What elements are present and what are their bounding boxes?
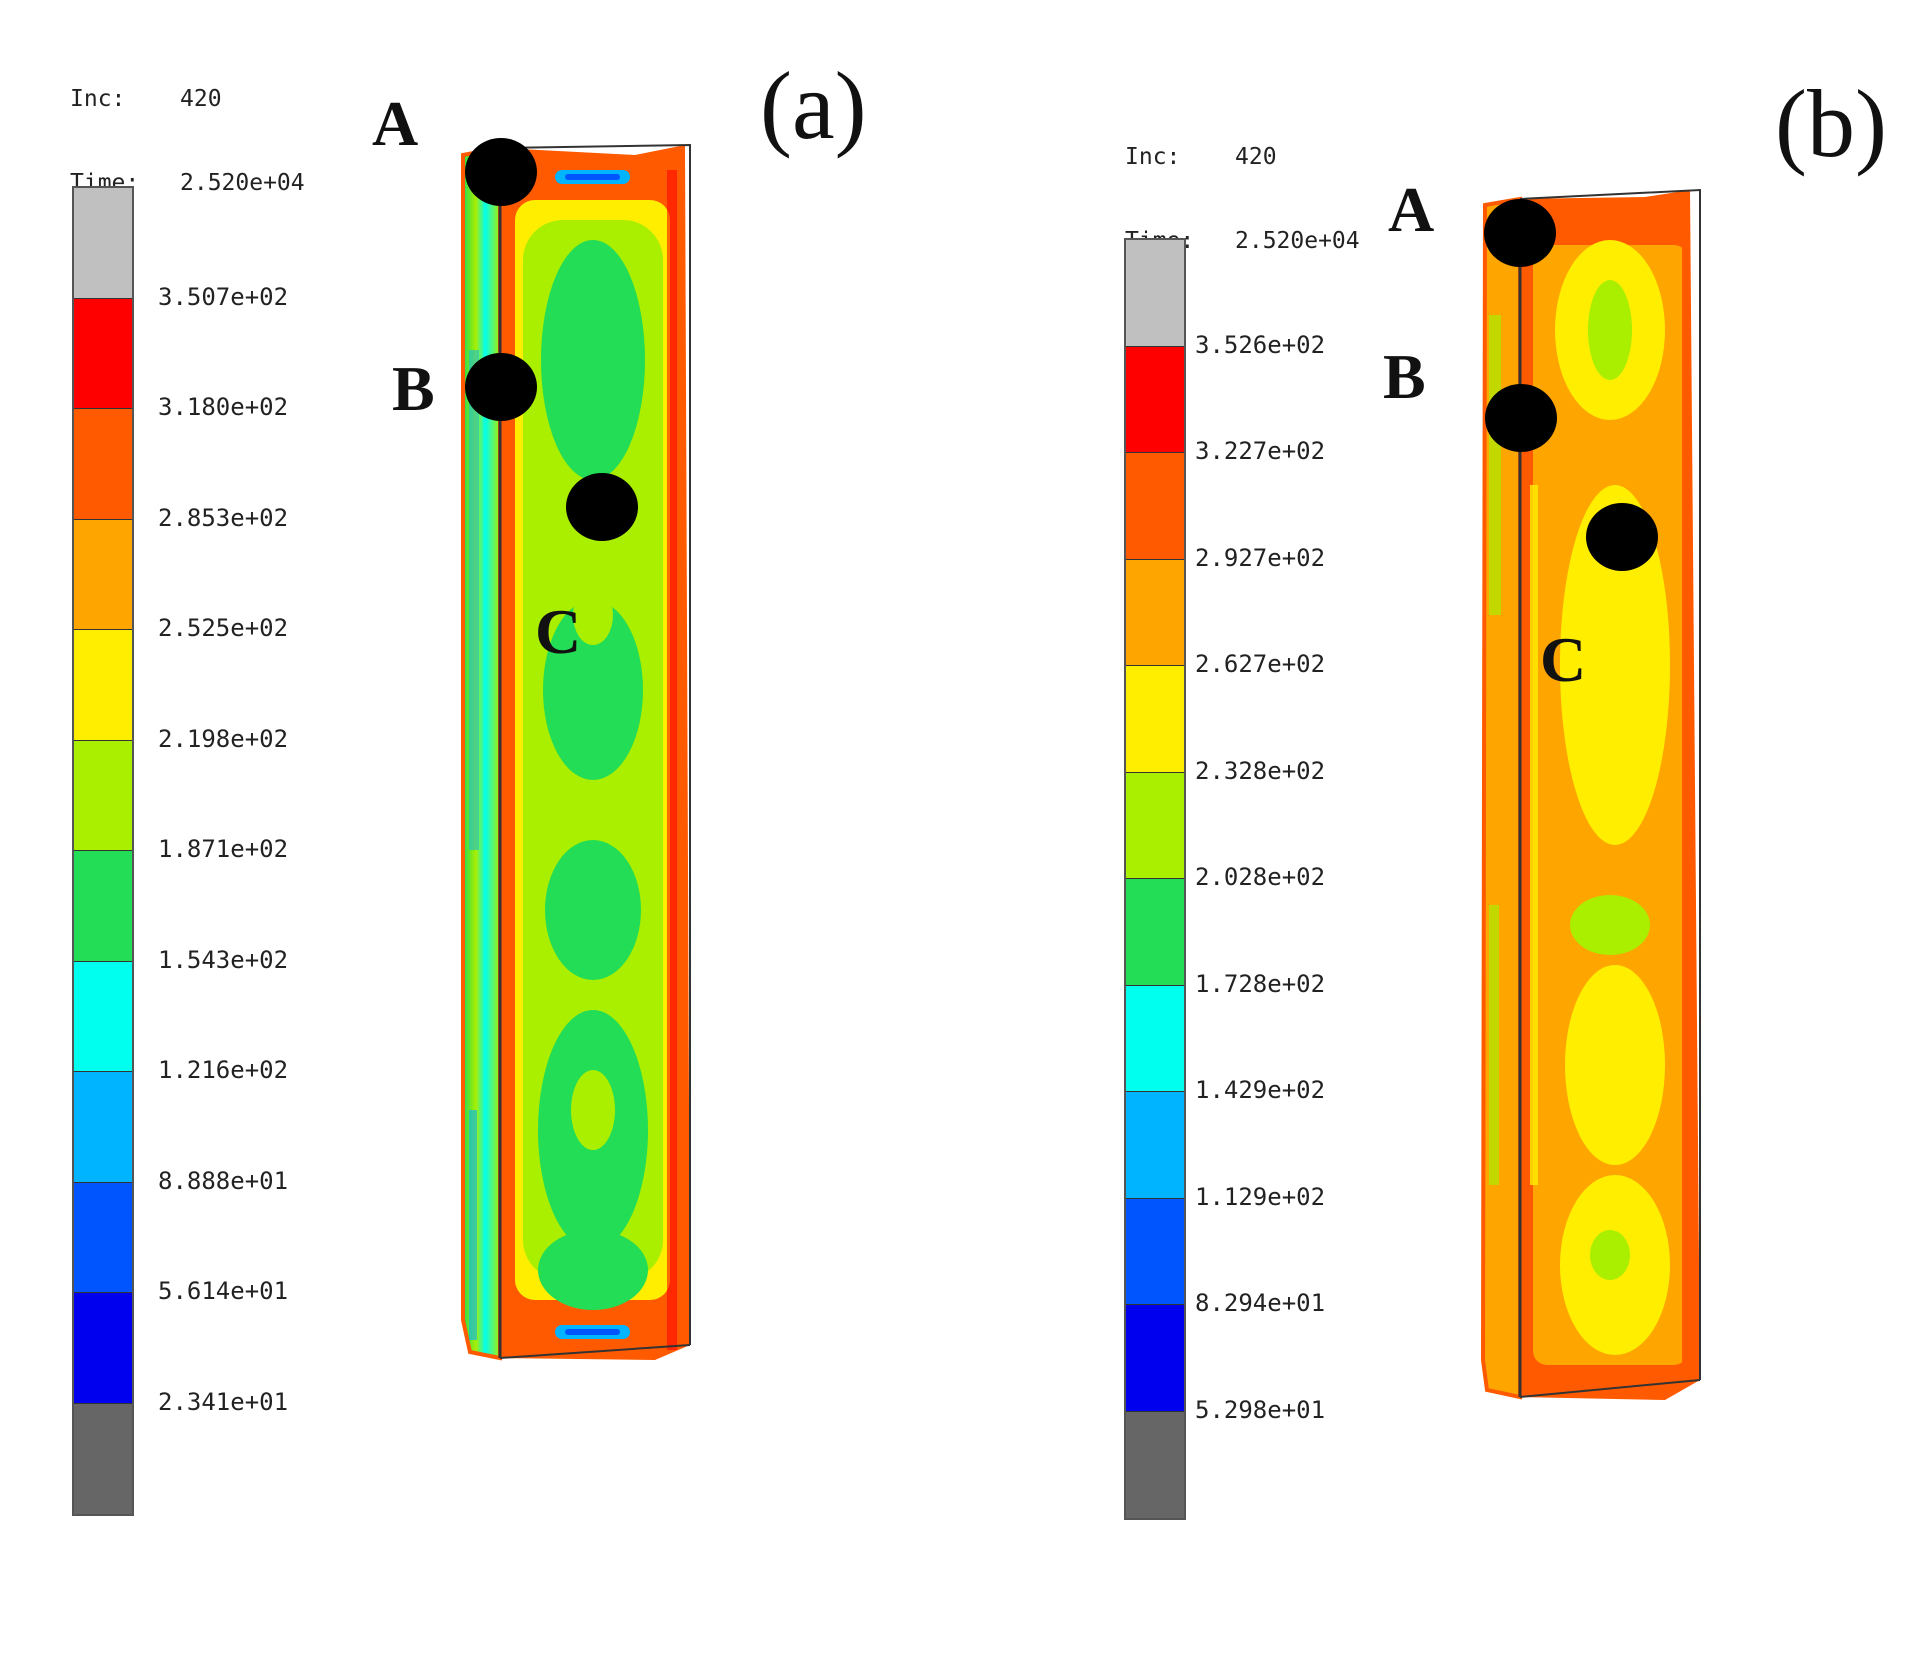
point-b-marker (1485, 384, 1557, 452)
legend-tick-label: 2.927e+02 (1195, 543, 1326, 572)
legend-band (74, 1072, 132, 1183)
legend-tick-label: 2.627e+02 (1195, 650, 1326, 678)
point-c-label: C (535, 596, 582, 667)
legend-tick-label: 1.429e+02 (1195, 1076, 1326, 1104)
point-a-marker (465, 138, 537, 206)
legend-band (1126, 666, 1184, 773)
stress-contour-model (461, 138, 691, 1361)
legend-band (1126, 879, 1184, 986)
legend-band (74, 409, 132, 520)
legend-tick-label: 5.614e+01 (158, 1277, 289, 1305)
legend-band (1126, 559, 1184, 666)
time-value: 2.520e+04 (180, 170, 305, 196)
panel-a: Inc: 420 Time: 2.520e+04 3.507e+02 3.180e+0… (0, 0, 955, 1673)
legend-tick-label: 1.871e+02 (158, 835, 289, 863)
point-c-label: C (1540, 624, 1587, 695)
legend-tick-label: 1.129e+02 (1195, 1182, 1326, 1211)
inc-key: Inc: (1125, 144, 1181, 170)
inc-key: Inc: (70, 86, 126, 112)
time-value: 2.520e+04 (1235, 228, 1360, 254)
legend-band (1126, 1305, 1184, 1412)
color-legend (72, 186, 134, 1516)
legend-tick-label: 2.853e+02 (158, 503, 289, 532)
legend-tick-label: 1.543e+02 (158, 945, 289, 974)
legend-tick-label: 2.028e+02 (1195, 863, 1326, 891)
legend-tick-label: 1.216e+02 (158, 1056, 289, 1084)
legend-tick-label: 3.526e+02 (1195, 330, 1326, 359)
point-b-marker (465, 353, 537, 421)
inc-value: 420 (1235, 144, 1277, 170)
legend-tick-label: 2.525e+02 (158, 614, 289, 642)
legend-band (74, 851, 132, 962)
legend-band (74, 188, 132, 299)
inc-value: 420 (180, 86, 222, 112)
legend-band (74, 630, 132, 741)
legend-band (74, 740, 132, 851)
legend-tick-label: 2.328e+02 (1195, 756, 1326, 785)
legend-band (74, 1403, 132, 1514)
legend-band (1126, 453, 1184, 560)
panel-label: (a) (760, 52, 867, 159)
legend-band (74, 1293, 132, 1404)
legend-tick-label: 8.888e+01 (158, 1166, 289, 1195)
legend-band (1126, 1092, 1184, 1199)
legend-tick-label: 8.294e+01 (1195, 1289, 1326, 1317)
legend-band (74, 298, 132, 409)
panel-b: Inc:420 Time:2.520e+04 3.526e+023.227e+0… (1050, 0, 1911, 1673)
point-b-label: B (1383, 341, 1426, 412)
legend-tick-label: 3.180e+02 (158, 393, 289, 421)
point-a-marker (1484, 199, 1556, 267)
legend-band (74, 961, 132, 1072)
legend-band (1126, 240, 1184, 347)
increment-info: Inc:420 Time:2.520e+04 (70, 34, 305, 248)
legend-band (1126, 346, 1184, 453)
point-c-marker (1586, 503, 1658, 571)
point-a-label: A (372, 88, 419, 159)
legend-tick-label: 1.728e+02 (1195, 969, 1326, 998)
point-a-label: A (1388, 174, 1435, 245)
legend-tick-label: 3.507e+02 (158, 282, 289, 311)
legend-band (1126, 985, 1184, 1092)
legend-band (74, 519, 132, 630)
legend-tick-label: 2.198e+02 (158, 724, 289, 753)
legend-band (1126, 772, 1184, 879)
legend-band (1126, 1411, 1184, 1518)
stress-contour-model (1480, 188, 1701, 1400)
legend-band (74, 1182, 132, 1293)
color-legend (1124, 238, 1186, 1520)
legend-tick-label: 2.341e+01 (158, 1387, 289, 1416)
point-c-marker (566, 473, 638, 541)
legend-tick-label: 5.298e+01 (1195, 1395, 1326, 1424)
legend-band (1126, 1198, 1184, 1305)
legend-tick-label: 3.227e+02 (1195, 437, 1326, 465)
point-b-label: B (392, 353, 435, 424)
panel-label: (b) (1775, 70, 1887, 177)
